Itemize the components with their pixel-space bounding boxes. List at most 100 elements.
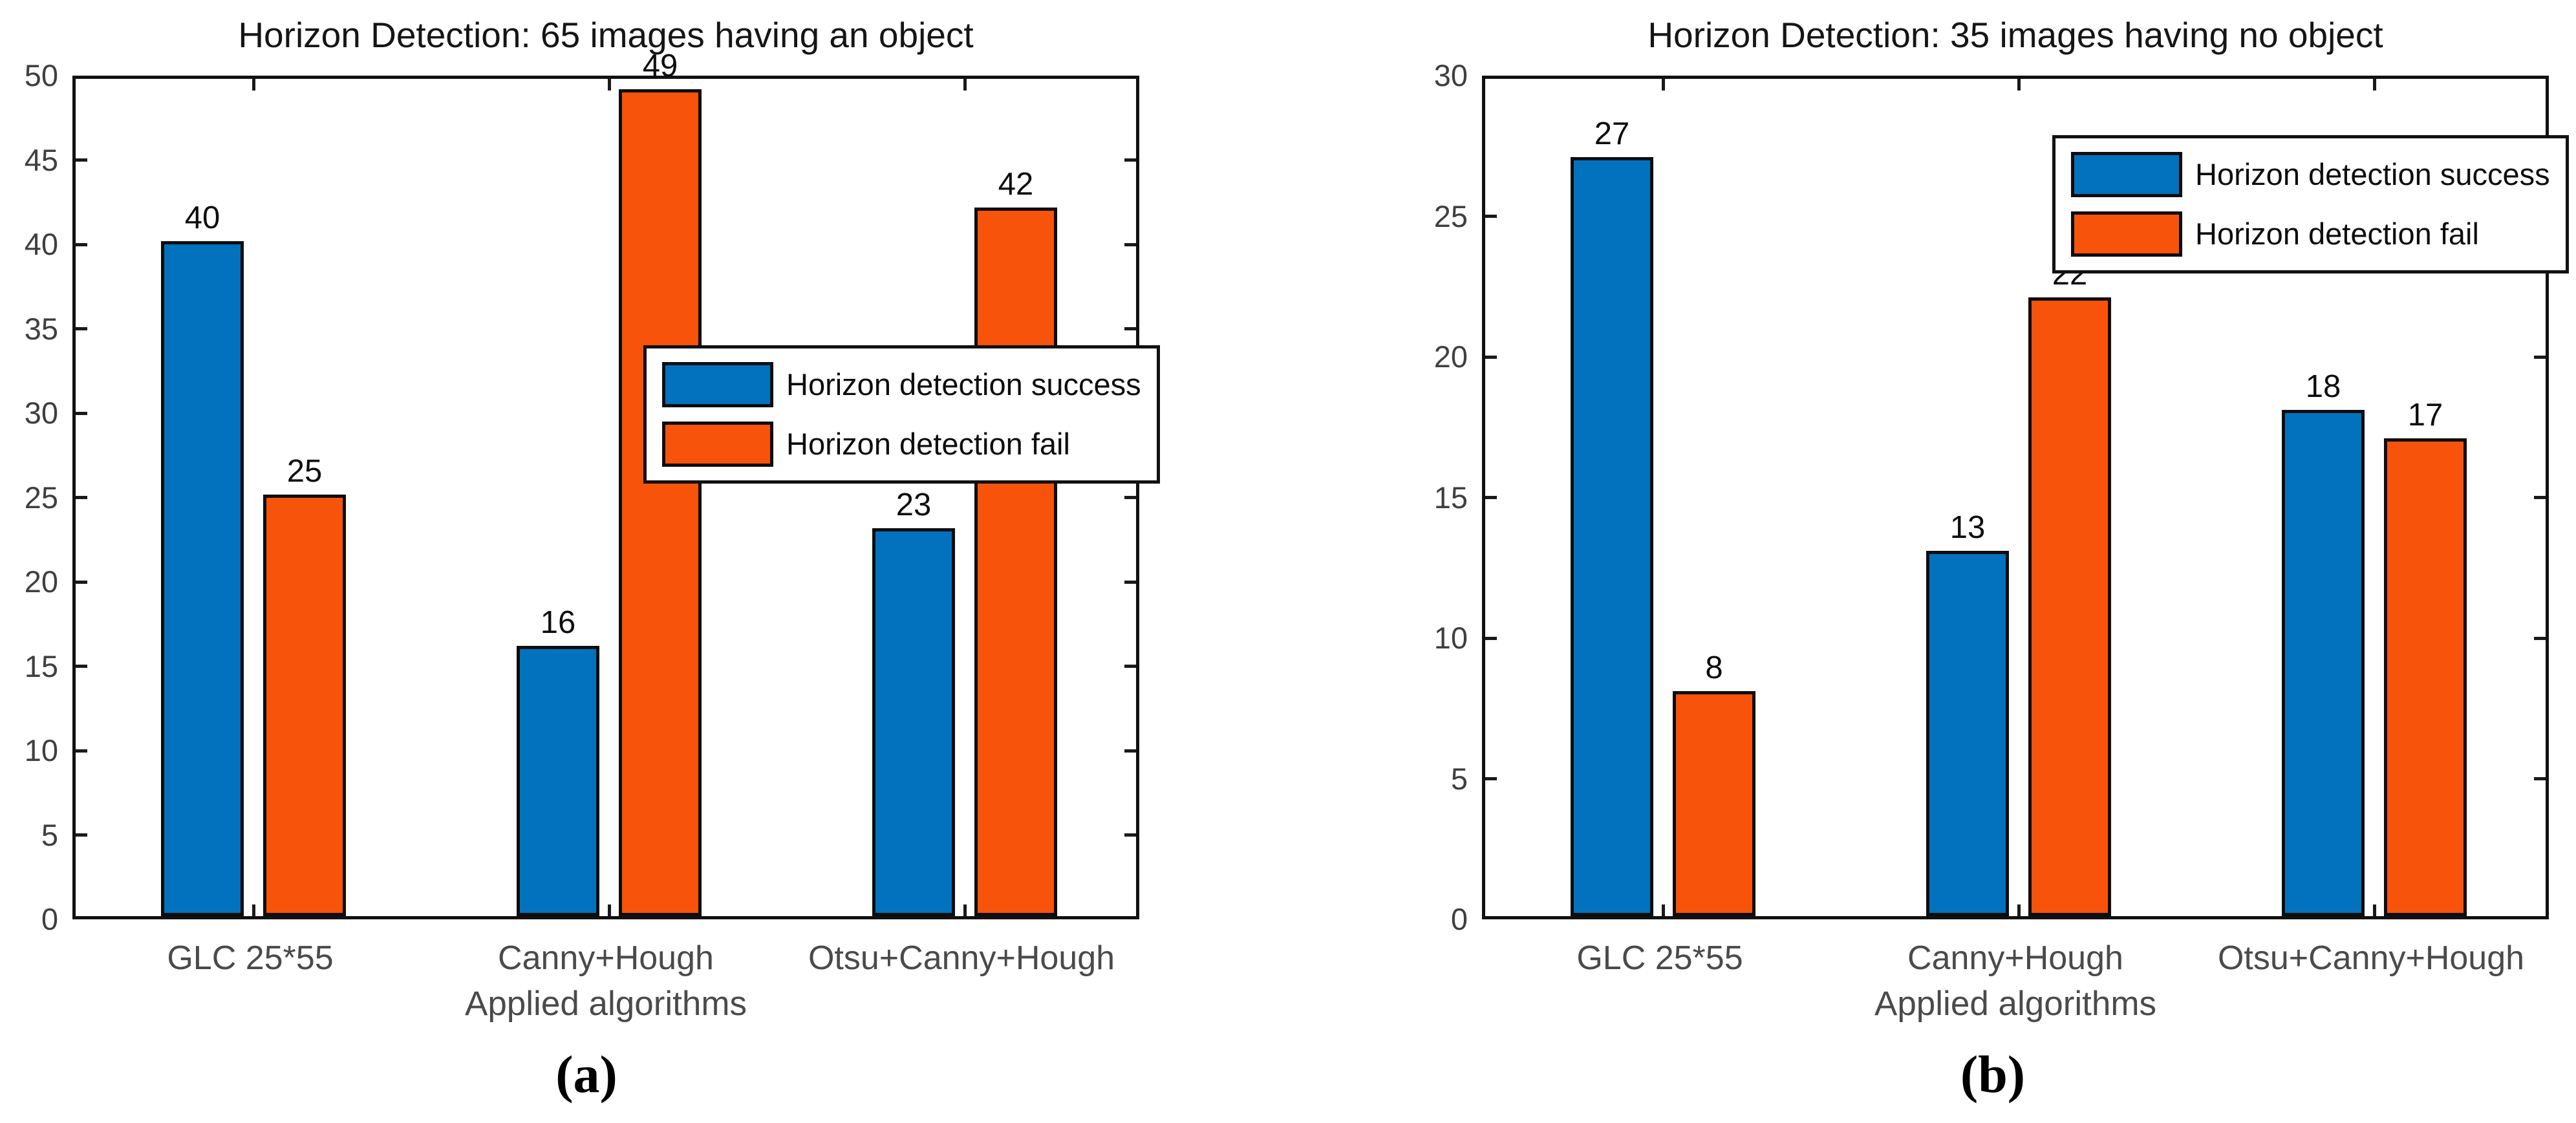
x-tick-mark [252,904,255,916]
bar-success-1 [1926,550,2009,916]
y-tick-mark [76,749,87,753]
legend-swatch-fail-icon [2071,211,2182,257]
bar-fail-0 [263,494,346,916]
bar-fail-2 [2384,438,2467,916]
y-tick-label: 5 [41,817,58,852]
y-tick-mark [76,158,87,162]
x-tick-mark [1661,79,1665,91]
y-tick-label: 10 [1433,621,1468,655]
legend: Horizon detection success Horizon detecti… [2052,135,2569,273]
x-tick-mark [963,904,967,916]
x-tick-mark [607,904,611,916]
bar-value-label: 42 [998,166,1034,202]
plot-area: 27 13 18 8 22 17 Horizon detection success Hori… [1482,76,2569,919]
bar-success-0 [161,241,244,916]
y-tick-mark [76,580,87,584]
x-tick-mark [2372,79,2376,91]
y-tick-label: 5 [1450,761,1468,796]
y-tick-mark [1124,242,1136,246]
x-category-label: Canny+Hough [498,939,714,977]
y-tick-mark [1124,749,1136,753]
y-tick-label: 40 [24,227,58,261]
y-tick-mark [1124,158,1136,162]
bar-success-2 [2282,410,2365,916]
y-tick-label: 50 [24,58,58,92]
y-tick-mark [2534,496,2546,499]
y-tick-mark [2534,777,2546,780]
bar-value-label: 25 [286,453,323,489]
x-category-label: GLC 25*55 [167,939,334,977]
bar-success-0 [1571,156,1653,916]
y-tick-mark [1124,665,1136,668]
x-axis-label: Applied algorithms [464,985,747,1023]
bar-fail-1 [2028,297,2111,916]
y-tick-mark [76,665,87,668]
legend-entry: Horizon detection success [662,361,1141,408]
y-tick-label: 45 [24,142,58,177]
bar-value-label: 40 [184,200,220,235]
y-tick-label: 35 [24,311,58,346]
y-tick-label: 15 [24,648,58,683]
y-tick-mark [1485,215,1497,218]
y-tick-mark [2534,636,2546,640]
y-tick-label: 25 [1433,198,1468,233]
chart-panel-b: Horizon Detection: 35 images having no o… [1288,0,2576,1123]
x-tick-mark [963,79,967,91]
x-category-label: GLC 25*55 [1576,939,1743,977]
y-tick-mark [76,833,87,837]
plot-area: 40 16 23 25 49 42 Horizon detection success Hor… [72,49,1160,919]
panel-caption: (b) [1960,1045,2026,1104]
x-tick-mark [252,79,255,91]
x-tick-mark [2017,79,2021,91]
bar-fail-0 [1673,691,1755,916]
y-tick-mark [76,327,87,330]
bar-value-label: 27 [1594,116,1630,151]
bar-value-label: 49 [642,48,678,84]
legend-swatch-success-icon [662,362,773,407]
x-category-label: Otsu+Canny+Hough [808,939,1115,977]
bar-value-label: 13 [1949,509,1986,545]
x-tick-mark [607,79,611,91]
x-category-label: Canny+Hough [1907,939,2123,977]
y-tick-mark [1485,355,1497,359]
y-tick-label: 25 [24,480,58,515]
y-tick-mark [76,242,87,246]
y-tick-label: 10 [24,733,58,767]
y-tick-label: 20 [1433,339,1468,374]
y-tick-label: 30 [24,396,58,430]
bar-fail-1 [619,89,702,916]
x-tick-mark [2017,904,2021,916]
legend-entry: Horizon detection fail [662,421,1141,467]
bar-value-label: 16 [540,605,576,641]
legend-label: Horizon detection fail [2195,217,2479,251]
y-tick-mark [1124,496,1136,499]
legend-label: Horizon detection success [2195,157,2550,191]
y-tick-label: 30 [1433,58,1468,92]
legend-entry: Horizon detection success [2071,151,2550,198]
y-tick-mark [1124,833,1136,837]
x-tick-mark [2372,904,2376,916]
y-tick-mark [1485,777,1497,780]
legend-label: Horizon detection fail [786,427,1070,461]
chart-title: Horizon Detection: 65 images having an o… [238,15,974,55]
bar-fail-2 [974,207,1057,916]
chart-panel-a: Horizon Detection: 65 images having an o… [24,15,1160,1104]
y-tick-label: 0 [41,902,58,936]
legend-swatch-success-icon [2071,152,2182,197]
panel-caption: (a) [555,1045,617,1104]
legend-swatch-fail-icon [662,422,773,467]
y-tick-mark [2534,355,2546,359]
bar-value-label: 17 [2407,397,2443,433]
legend: Horizon detection success Horizon detecti… [643,345,1160,484]
bar-value-label: 8 [1705,650,1723,685]
y-tick-mark [76,411,87,415]
y-tick-mark [76,496,87,499]
y-tick-mark [1485,636,1497,640]
legend-label: Horizon detection success [786,367,1141,401]
y-tick-mark [1485,496,1497,499]
bar-success-1 [517,646,599,916]
x-tick-mark [1661,904,1665,916]
y-tick-mark [1124,580,1136,584]
bar-success-2 [872,528,955,916]
chart-title: Horizon Detection: 35 images having no o… [1648,15,2383,55]
